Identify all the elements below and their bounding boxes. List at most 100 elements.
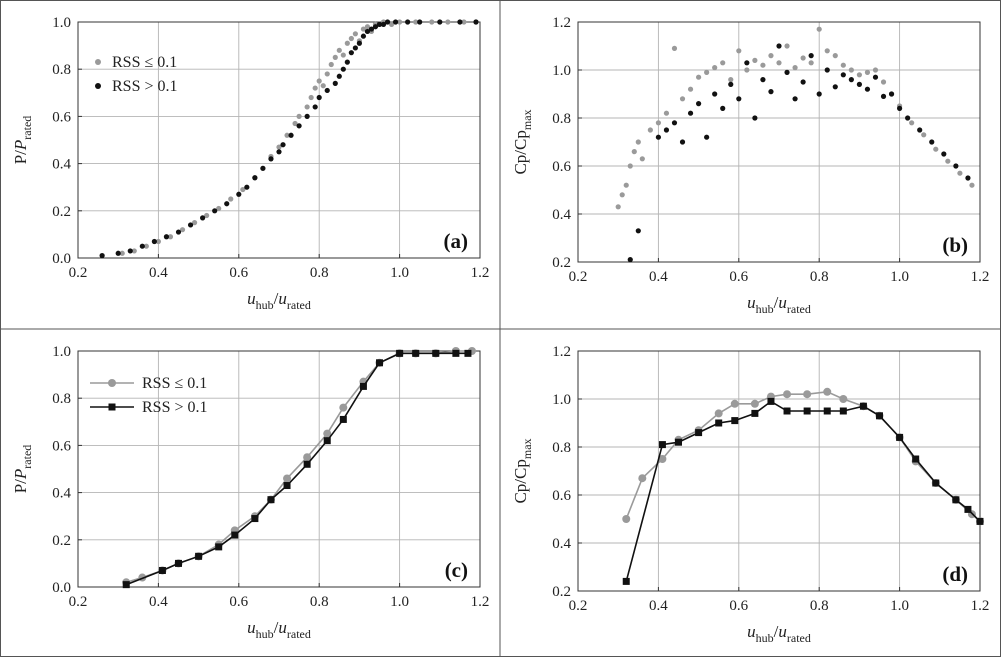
x-tick-label: 0.6 bbox=[229, 594, 248, 610]
data-point bbox=[352, 45, 358, 51]
data-point bbox=[728, 77, 734, 83]
data-point bbox=[296, 123, 302, 129]
data-point bbox=[712, 91, 718, 97]
y-tick-label: 0.4 bbox=[552, 207, 571, 223]
data-point bbox=[876, 412, 883, 420]
y-tick-label: 0.0 bbox=[52, 580, 71, 596]
data-point bbox=[840, 72, 846, 78]
data-point bbox=[175, 229, 182, 235]
data-point bbox=[663, 127, 670, 133]
x-axis-label: uhub/urated bbox=[747, 293, 811, 316]
data-point bbox=[187, 222, 194, 228]
data-point bbox=[304, 113, 310, 119]
data-point bbox=[283, 482, 291, 490]
data-point bbox=[324, 71, 330, 77]
data-point bbox=[376, 359, 383, 367]
data-point bbox=[909, 120, 915, 126]
data-point bbox=[328, 61, 334, 68]
data-point bbox=[840, 62, 846, 68]
data-point bbox=[155, 238, 161, 245]
data-point bbox=[720, 105, 726, 111]
data-point bbox=[236, 191, 242, 197]
data-point bbox=[200, 215, 206, 221]
data-point bbox=[280, 142, 286, 148]
data-point bbox=[792, 65, 798, 71]
x-tick-label: 1.2 bbox=[471, 265, 490, 281]
data-point bbox=[615, 204, 621, 210]
data-point bbox=[736, 48, 742, 54]
x-tick-label: 0.2 bbox=[69, 265, 88, 281]
data-point bbox=[658, 441, 666, 449]
data-point bbox=[292, 120, 298, 127]
data-point bbox=[744, 60, 750, 66]
y-tick-label: 0.8 bbox=[52, 62, 71, 78]
data-point bbox=[413, 19, 419, 25]
x-tick-label: 1.2 bbox=[971, 598, 990, 614]
data-point bbox=[356, 40, 362, 46]
data-point bbox=[784, 43, 790, 49]
data-point bbox=[276, 144, 282, 150]
data-point bbox=[339, 415, 347, 423]
y-axis-label: P/Prated bbox=[11, 116, 34, 165]
data-point bbox=[339, 403, 348, 412]
data-point bbox=[969, 182, 975, 188]
data-point bbox=[731, 417, 739, 425]
data-point bbox=[115, 250, 121, 256]
x-tick-label: 0.4 bbox=[649, 598, 668, 614]
x-tick-label: 1.2 bbox=[471, 594, 490, 610]
data-point bbox=[635, 139, 641, 145]
data-point bbox=[283, 474, 292, 483]
panel-label: (d) bbox=[942, 562, 968, 586]
data-point bbox=[417, 19, 423, 25]
panel-c: 0.2 0.4 0.6 0.8 1.0 1.20.00.20.40.60.81.0uhub… bbox=[11, 344, 489, 641]
data-point bbox=[647, 127, 653, 133]
data-point bbox=[445, 19, 451, 25]
data-point bbox=[932, 479, 940, 487]
data-point bbox=[671, 120, 678, 126]
data-point bbox=[284, 132, 290, 138]
data-point bbox=[856, 72, 863, 78]
data-point bbox=[231, 531, 239, 539]
data-point bbox=[163, 234, 170, 240]
panel-label: (c) bbox=[445, 558, 468, 582]
data-point bbox=[119, 250, 125, 256]
data-point bbox=[848, 77, 854, 83]
data-point bbox=[859, 402, 867, 410]
data-point bbox=[776, 43, 782, 49]
data-point bbox=[179, 227, 186, 233]
data-point bbox=[473, 19, 479, 25]
data-point bbox=[800, 79, 806, 85]
data-point bbox=[635, 228, 641, 234]
data-point bbox=[619, 192, 625, 198]
data-point bbox=[964, 505, 972, 513]
y-tick-label: 0.8 bbox=[552, 111, 571, 127]
data-point bbox=[267, 496, 275, 504]
panel-a: 0.2 0.4 0.6 0.8 1.0 1.20.00.20.40.60.81.0uhub… bbox=[11, 15, 489, 312]
data-point bbox=[896, 433, 904, 441]
y-tick-label: 0.6 bbox=[552, 159, 571, 175]
y-tick-label: 0.8 bbox=[52, 391, 71, 407]
data-point bbox=[856, 81, 863, 87]
data-point bbox=[704, 134, 710, 140]
x-tick-label: 0.2 bbox=[569, 598, 588, 614]
data-point bbox=[976, 517, 984, 525]
data-point bbox=[308, 94, 314, 101]
data-point bbox=[905, 115, 911, 121]
data-point bbox=[432, 349, 440, 357]
data-point bbox=[457, 19, 463, 25]
data-point bbox=[204, 212, 210, 219]
data-point bbox=[359, 382, 367, 390]
data-point bbox=[340, 66, 346, 72]
data-point bbox=[215, 543, 223, 551]
data-point bbox=[224, 201, 230, 207]
data-point bbox=[752, 115, 758, 121]
y-axis-label: P/Prated bbox=[11, 445, 34, 494]
data-point bbox=[344, 59, 350, 65]
data-point bbox=[360, 26, 367, 32]
data-point bbox=[715, 419, 723, 427]
data-point bbox=[945, 158, 951, 164]
data-point bbox=[452, 349, 460, 357]
data-point bbox=[941, 151, 947, 157]
data-point bbox=[720, 60, 726, 66]
data-point bbox=[622, 515, 631, 523]
